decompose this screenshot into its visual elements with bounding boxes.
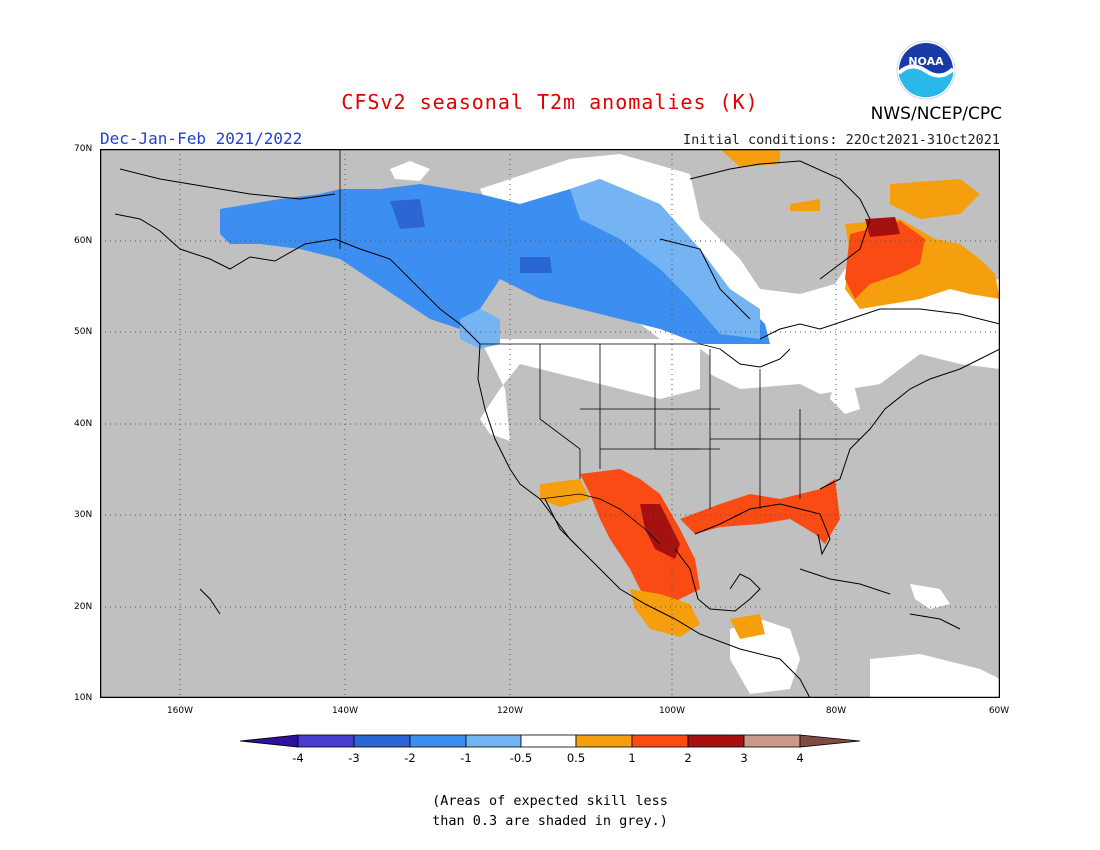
political-borders [339, 149, 860, 545]
negative-anomaly-regions [220, 179, 770, 349]
colorbar-label: 0.5 [566, 751, 586, 765]
colorbar-label: -2 [404, 751, 416, 765]
lat-label-20n: 20N [74, 602, 93, 612]
lat-label-60n: 60N [74, 236, 93, 246]
initial-conditions: Initial conditions: 22Oct2021-31Oct2021 [683, 132, 1000, 148]
colorbar-label: 1 [628, 751, 636, 765]
colorbar-label: -1 [460, 751, 472, 765]
lat-label-70n: 70N [74, 144, 93, 154]
anomaly-map [100, 149, 1000, 698]
lon-label-80w: 80W [825, 706, 847, 716]
season-label: Dec-Jan-Feb 2021/2022 [100, 129, 303, 148]
noaa-logo: NOAA [896, 40, 956, 100]
skill-note-line2: than 0.3 are shaded in grey.) [432, 813, 668, 829]
colorbar [239, 734, 861, 748]
lon-label-60w: 60W [988, 706, 1010, 716]
coastlines [114, 160, 1000, 698]
lon-label-140w: 140W [331, 706, 359, 716]
colorbar-upper-arrow [799, 734, 861, 748]
map-title: CFSv2 seasonal T2m anomalies (K) [341, 90, 759, 114]
colorbar-label: -3 [348, 751, 360, 765]
lat-label-50n: 50N [74, 327, 93, 337]
colorbar-label: -4 [292, 751, 304, 765]
lat-label-30n: 30N [74, 510, 93, 520]
agency-label: NWS/NCEP/CPC [870, 104, 1002, 124]
lat-label-40n: 40N [74, 419, 93, 429]
colorbar-label: 3 [740, 751, 748, 765]
lat-label-10n: 10N [74, 693, 93, 703]
colorbar-label: 4 [796, 751, 804, 765]
colorbar-label: 2 [684, 751, 692, 765]
colorbar-lower-arrow [239, 734, 299, 748]
graticule [100, 149, 1000, 698]
lon-label-160w: 160W [166, 706, 194, 716]
lon-label-100w: 100W [658, 706, 686, 716]
noaa-logo-text: NOAA [908, 55, 944, 68]
skill-note-line1: (Areas of expected skill less [432, 793, 668, 809]
lon-label-120w: 120W [496, 706, 524, 716]
colorbar-label: -0.5 [509, 751, 533, 765]
